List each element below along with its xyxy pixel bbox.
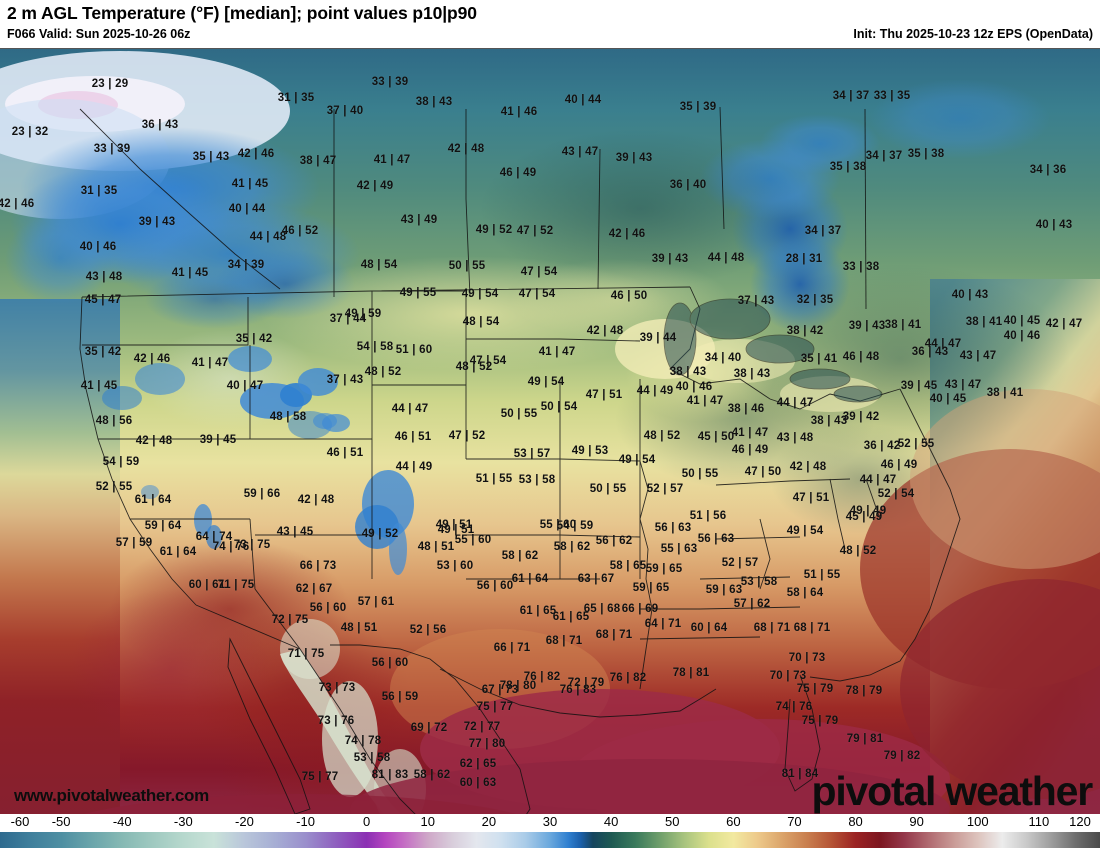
colorbar-tick: 20: [481, 814, 497, 829]
colorbar-tick: -50: [51, 814, 71, 829]
colorbar-tick: 50: [664, 814, 680, 829]
title-text: 2 m AGL Temperature (°F) [median]; point…: [7, 3, 477, 23]
init-time-label: Init: Thu 2025-10-23 12z EPS (OpenData): [853, 27, 1093, 41]
watermark-url: www.pivotalweather.com: [14, 786, 209, 805]
colorbar-tick: 40: [603, 814, 619, 829]
colorbar-tick-labels: -60 -50 -40 -30 -20 -10 0 10 20 30 40 50 60 70 80 90 100…: [0, 814, 1100, 831]
colorbar-tick: 30: [542, 814, 558, 829]
page-title: 2 m AGL Temperature (°F) [median]; point…: [7, 3, 477, 24]
colorbar-tick: 80: [848, 814, 863, 829]
great-lakes: [663, 298, 883, 403]
colorbar-tick: 90: [909, 814, 924, 829]
colorbar-tick: -10: [296, 814, 315, 829]
colorbar-tick: 100: [966, 814, 989, 829]
colorbar-tick: -60: [10, 814, 30, 829]
valid-time-label: F066 Valid: Sun 2025-10-26 06z: [7, 27, 191, 41]
colorbar-gradient[interactable]: [0, 832, 1100, 848]
map-raster: [0, 49, 1100, 814]
colorbar-tick: 10: [420, 814, 435, 829]
watermark-brand: pivotal weather: [811, 768, 1094, 814]
chart-header: 2 m AGL Temperature (°F) [median]; point…: [0, 0, 1100, 48]
colorbar-tick: -40: [112, 814, 132, 829]
colorbar-tick: 70: [787, 814, 802, 829]
colorbar-tick: 0: [363, 814, 371, 829]
colorbar-tick: -30: [173, 814, 193, 829]
colorbar-tick: -20: [235, 814, 254, 829]
colorbar-tick: 60: [726, 814, 741, 829]
colorbar-tick: 110: [1028, 814, 1050, 829]
colorbar[interactable]: -60 -50 -40 -30 -20 -10 0 10 20 30 40 50 60 70 80 90 100…: [0, 814, 1100, 850]
map-borders: [79, 106, 961, 814]
temperature-map[interactable]: 23 | 29 23 | 32 33 | 39 36 | 43 31 | 35 35 | …: [0, 48, 1100, 814]
colorbar-tick: 120: [1069, 814, 1091, 829]
